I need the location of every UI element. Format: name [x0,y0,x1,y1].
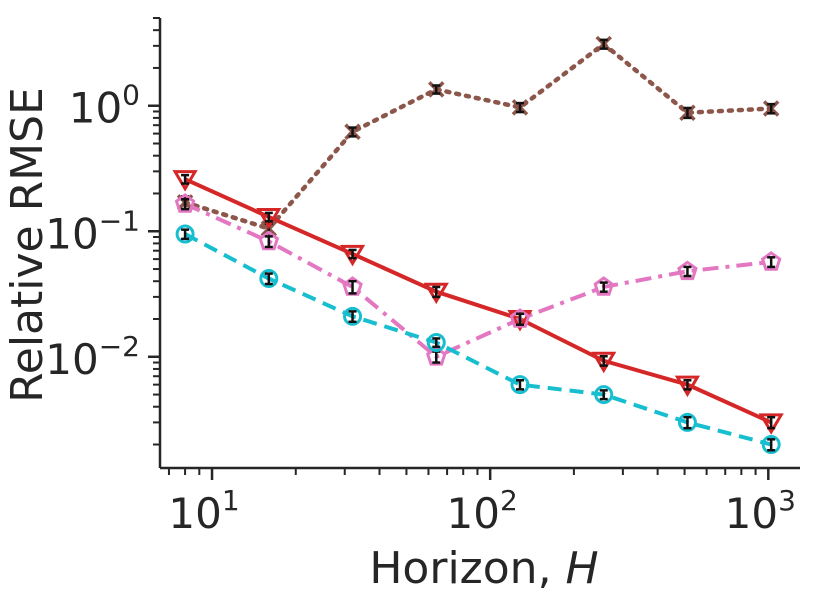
marker-triangle [256,207,282,230]
ticks [148,17,770,480]
marker-pentagon [677,260,698,281]
series-line-red-solid-triangle [184,177,772,425]
x-tick-label-base: 10 [447,489,500,538]
data-point-brown-dotted-x [762,100,780,117]
data-point-pink-dashdot-pentagon [760,251,782,271]
x-tick-label-exponent: 2 [500,484,518,517]
x-axis-label: Horizon, H [369,543,598,594]
marker-triangle [423,282,449,305]
data-point-pink-dashdot-pentagon [677,260,698,281]
data-point-cyan-dashed-circle [761,435,781,455]
x-tick-label: 101 [168,484,239,538]
marker-pentagon [509,308,531,328]
data-point-pink-dashdot-pentagon [593,276,615,296]
data-point-cyan-dashed-circle [175,224,195,244]
data-point-cyan-dashed-circle [594,385,614,405]
data-point-brown-dotted-x [428,81,445,98]
data-point-red-solid-triangle [339,244,366,267]
marker-triangle [674,375,701,398]
y-tick-label: 100 [69,79,140,133]
series-line-pink-dashdot-pentagon [184,202,772,359]
y-axis-label: Relative RMSE [2,87,53,403]
plot-lines [182,41,774,447]
series-line-brown-dotted-x [182,41,774,231]
marker-circle [426,332,446,352]
marker-pentagon [258,230,280,251]
marker-pentagon [593,276,615,296]
marker-circle [677,412,697,432]
data-point-brown-dotted-x [344,123,361,141]
marker-pentagon [425,345,447,366]
x-axis-label-text: Horizon, [369,543,565,594]
plot-markers [172,35,784,455]
y-tick-label: 10−1 [45,204,140,258]
data-point-cyan-dashed-circle [343,306,363,326]
y-tick-label-base: 10 [45,335,98,384]
marker-triangle [339,244,366,267]
data-point-brown-dotted-x [679,104,696,121]
marker-pentagon [760,251,782,271]
y-tick-label-base: 10 [69,84,122,133]
data-point-red-solid-triangle [758,413,784,435]
data-point-red-solid-triangle [172,170,198,192]
data-point-pink-dashdot-pentagon [509,308,531,328]
y-tick-label: 10−2 [45,330,140,384]
data-point-pink-dashdot-pentagon [342,276,363,296]
data-point-brown-dotted-x [595,35,612,53]
x-tick-label: 102 [447,484,518,538]
x-tick-label-base: 10 [168,489,221,538]
marker-triangle [591,351,617,374]
marker-triangle [172,170,198,192]
y-tick-label-exponent: −1 [99,204,140,237]
data-point-red-solid-triangle [674,375,701,398]
x-tick-label-base: 10 [725,489,778,538]
data-point-cyan-dashed-circle [677,412,697,432]
marker-circle [594,385,614,405]
marker-pentagon [174,193,196,213]
data-point-red-solid-triangle [423,282,449,305]
x-tick-label-exponent: 3 [778,484,796,517]
data-point-cyan-dashed-circle [259,269,279,289]
x-tick-label: 103 [725,484,796,538]
marker-circle [510,375,530,395]
marker-circle [761,435,781,455]
data-point-red-solid-triangle [591,351,617,374]
marker-triangle [758,413,784,435]
marker-circle [343,306,363,326]
x-tick-label-exponent: 1 [222,484,240,517]
data-point-cyan-dashed-circle [510,375,530,395]
y-tick-label-exponent: −2 [99,330,140,363]
x-axis-label-variable: H [566,543,599,594]
data-point-red-solid-triangle [256,207,282,230]
series-line-cyan-dashed-circle [184,232,772,447]
y-tick-label-exponent: 0 [122,79,140,112]
marker-circle [259,269,279,289]
data-point-brown-dotted-x [511,99,529,116]
data-point-pink-dashdot-pentagon [174,193,196,213]
axes [158,18,800,470]
marker-circle [175,224,195,244]
data-point-pink-dashdot-pentagon [258,230,280,251]
data-point-cyan-dashed-circle [426,332,446,352]
y-tick-label-base: 10 [45,209,98,258]
